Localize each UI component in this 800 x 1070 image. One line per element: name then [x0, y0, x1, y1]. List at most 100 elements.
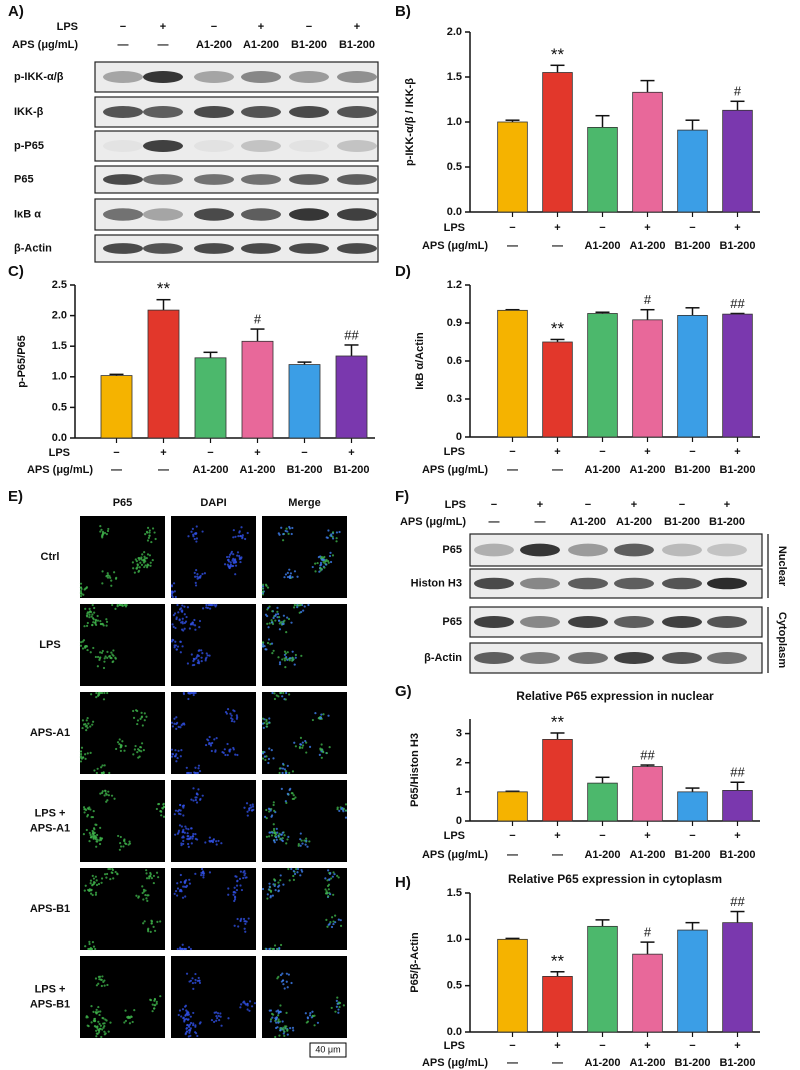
cell-signal	[204, 743, 208, 747]
y-tick-label: 1.5	[52, 340, 67, 352]
cell-signal	[212, 838, 215, 842]
cell-signal	[215, 843, 218, 846]
blot-band	[194, 140, 234, 152]
cell-signal	[81, 726, 84, 730]
cell-signal	[144, 564, 147, 567]
cell-signal	[316, 561, 319, 565]
cell-signal	[314, 562, 317, 565]
cell-signal	[238, 554, 241, 558]
cell-signal	[116, 872, 119, 875]
condition-name: APS (μg/mL)	[422, 849, 488, 861]
cell-signal	[276, 610, 279, 613]
chart-title: Relative P65 expression in cytoplasm	[508, 872, 722, 886]
cell-signal	[99, 651, 102, 654]
blot-band	[289, 140, 329, 152]
cell-signal	[101, 582, 104, 585]
condition-name: LPS	[445, 499, 466, 511]
cell-signal	[301, 870, 304, 873]
column-header: Merge	[288, 497, 320, 509]
condition-value: B1-200	[333, 464, 369, 476]
y-axis-label: P65/β-Actin	[409, 932, 421, 993]
blot-band	[662, 616, 702, 628]
cell-signal	[138, 558, 141, 561]
cell-signal	[104, 1018, 107, 1021]
cell-signal	[93, 1017, 96, 1021]
cell-signal	[155, 1002, 158, 1005]
cell-signal	[267, 757, 271, 761]
cell-signal	[105, 533, 108, 536]
cell-signal	[273, 879, 276, 882]
cell-signal	[288, 879, 291, 882]
cell-signal	[143, 550, 146, 554]
cell-signal	[194, 872, 197, 875]
cell-signal	[182, 814, 185, 817]
cell-signal	[233, 720, 236, 723]
cell-signal	[95, 1008, 98, 1011]
cell-signal	[86, 716, 89, 720]
cell-signal	[85, 624, 89, 627]
cell-signal	[155, 1000, 158, 1003]
cell-signal	[87, 722, 90, 725]
cell-signal	[96, 614, 99, 618]
cell-signal	[84, 884, 87, 887]
blot-band	[337, 174, 377, 185]
cell-signal	[103, 531, 107, 535]
cell-signal	[302, 609, 305, 612]
cell-signal	[263, 755, 267, 758]
cell-signal	[162, 805, 166, 809]
cell-signal	[320, 756, 323, 759]
cell-signal	[266, 893, 269, 896]
cell-signal	[275, 827, 278, 830]
condition-value: A1-200	[629, 849, 665, 861]
cell-signal	[272, 829, 276, 832]
cell-signal	[236, 917, 239, 921]
cell-signal	[101, 649, 104, 653]
cell-signal	[238, 877, 242, 881]
cell-signal	[321, 558, 324, 561]
y-tick-label: 1.0	[447, 116, 462, 128]
cell-signal	[103, 1024, 106, 1028]
cell-signal	[179, 726, 182, 729]
cell-signal	[320, 748, 323, 752]
cell-signal	[100, 881, 103, 884]
cell-signal	[194, 628, 197, 631]
cell-signal	[286, 530, 289, 533]
blot-band	[707, 543, 747, 557]
cell-signal	[339, 924, 343, 928]
cell-signal	[268, 882, 271, 885]
cell-signal	[324, 560, 328, 563]
cell-signal	[277, 885, 280, 888]
cell-signal	[319, 717, 322, 720]
cell-signal	[316, 1021, 320, 1024]
cell-signal	[189, 1015, 192, 1018]
blot-band	[568, 577, 608, 590]
cell-signal	[177, 725, 180, 728]
cell-signal	[192, 835, 195, 838]
cell-signal	[293, 570, 297, 573]
cell-signal	[110, 584, 113, 587]
cell-signal	[215, 1019, 218, 1022]
cell-signal	[190, 842, 193, 845]
cell-signal	[141, 553, 144, 556]
micrograph	[171, 516, 256, 598]
cell-signal	[293, 603, 296, 607]
cell-signal	[86, 648, 89, 652]
cell-signal	[299, 832, 302, 835]
cell-signal	[105, 620, 109, 623]
cell-signal	[329, 921, 332, 924]
cell-signal	[299, 743, 303, 746]
cell-signal	[89, 808, 92, 811]
cell-signal	[142, 890, 146, 893]
cell-signal	[311, 1010, 314, 1013]
cell-signal	[92, 720, 95, 723]
cell-signal	[285, 972, 288, 975]
condition-value: B1-200	[719, 464, 755, 476]
cell-signal	[139, 561, 142, 564]
bar	[194, 357, 227, 439]
cell-signal	[149, 564, 152, 567]
cell-signal	[94, 947, 97, 951]
cell-signal	[289, 572, 293, 575]
cell-signal	[285, 980, 288, 983]
cell-signal	[148, 529, 151, 532]
cell-signal	[104, 655, 107, 658]
